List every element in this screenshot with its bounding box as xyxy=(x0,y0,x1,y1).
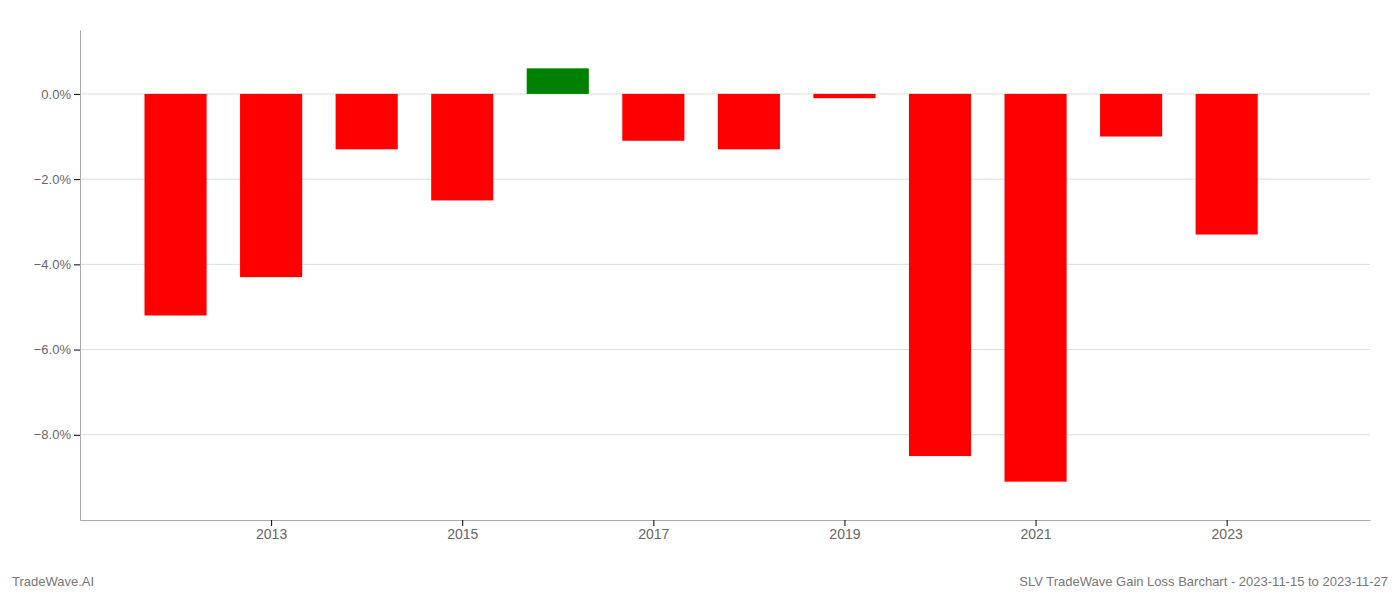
y-axis: 0.0% −2.0% −4.0% −6.0% −8.0% xyxy=(34,31,81,521)
bar xyxy=(1005,94,1067,482)
x-axis-line xyxy=(81,520,1371,521)
y-tick-mark xyxy=(74,264,80,265)
y-tick-label: −2.0% xyxy=(34,172,72,187)
y-tick-label: 0.0% xyxy=(41,87,71,102)
bar xyxy=(1100,94,1162,137)
y-axis-line xyxy=(80,31,81,521)
y-tick: −2.0% xyxy=(34,172,80,187)
y-tick: −6.0% xyxy=(34,342,80,357)
y-tick-label: −4.0% xyxy=(34,257,72,272)
y-tick: −4.0% xyxy=(34,257,80,272)
bar xyxy=(718,94,780,149)
grid xyxy=(80,94,1370,435)
x-tick-label: 2019 xyxy=(829,526,860,542)
bar xyxy=(622,94,684,141)
y-tick-label: −6.0% xyxy=(34,342,72,357)
y-tick-mark xyxy=(74,94,80,95)
bar xyxy=(431,94,493,201)
x-tick-label: 2021 xyxy=(1020,526,1051,542)
bar xyxy=(240,94,302,277)
x-axis: 2013 2015 2017 2019 2021 2023 xyxy=(81,520,1371,542)
y-tick: −8.0% xyxy=(34,427,80,442)
x-tick: 2013 xyxy=(256,520,287,542)
bar xyxy=(909,94,971,456)
x-tick-label: 2023 xyxy=(1212,526,1243,542)
x-tick: 2021 xyxy=(1020,520,1051,542)
x-tick: 2023 xyxy=(1212,520,1243,542)
x-tick-label: 2013 xyxy=(256,526,287,542)
bar xyxy=(145,94,207,316)
footer: TradeWave.AI xyxy=(12,574,94,589)
bar xyxy=(336,94,398,149)
y-tick: 0.0% xyxy=(41,87,80,102)
x-tick: 2015 xyxy=(447,520,478,542)
x-tick: 2017 xyxy=(638,520,669,542)
x-tick-label: 2017 xyxy=(638,526,669,542)
y-tick-label: −8.0% xyxy=(34,427,72,442)
bar xyxy=(813,94,875,98)
title: SLV TradeWave Gain Loss Barchart - 2023-… xyxy=(1019,574,1388,589)
y-tick-mark xyxy=(74,350,80,351)
grid-line xyxy=(80,434,1370,435)
chart: 0.0% −2.0% −4.0% −6.0% −8.0% 2013 2015 2017 2019… xyxy=(0,0,1400,600)
bars xyxy=(145,68,1258,481)
y-tick-mark xyxy=(74,435,80,436)
x-tick-label: 2015 xyxy=(447,526,478,542)
y-tick-mark xyxy=(74,179,80,180)
x-tick: 2019 xyxy=(829,520,860,542)
bar xyxy=(527,68,589,94)
grid-line xyxy=(80,349,1370,350)
bar xyxy=(1196,94,1258,235)
